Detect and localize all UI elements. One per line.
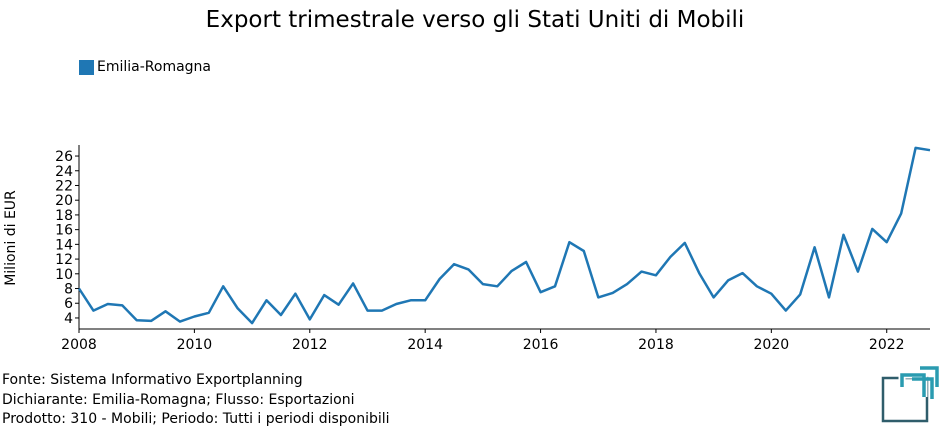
- y-tick-label: 8: [64, 282, 73, 298]
- legend-swatch: [79, 59, 94, 75]
- y-tick-label: 18: [55, 208, 73, 224]
- footer: Fonte: Sistema Informativo Exportplannin…: [2, 371, 390, 430]
- legend: Emilia-Romagna: [79, 59, 211, 75]
- y-tick-label: 22: [55, 178, 73, 194]
- x-tick-label: 2012: [292, 337, 328, 353]
- y-tick-label: 6: [64, 296, 73, 312]
- y-tick-label: 12: [55, 252, 73, 268]
- y-tick-label: 20: [55, 193, 73, 209]
- exportplanning-logo-icon: [881, 366, 939, 423]
- series-line-emilia-romagna: [77, 146, 931, 325]
- footer-source: Fonte: Sistema Informativo Exportplannin…: [2, 372, 303, 388]
- x-tick-label: 2010: [177, 337, 213, 353]
- y-tick-label: 10: [55, 267, 73, 283]
- footer-product: Prodotto: 310 - Mobili; Periodo: Tutti i…: [2, 411, 390, 427]
- x-tick-label: 2014: [407, 337, 443, 353]
- x-tick-label: 2020: [754, 337, 790, 353]
- y-tick-label: 26: [55, 149, 73, 165]
- x-tick-label: 2022: [869, 337, 905, 353]
- x-tick-label: 2016: [523, 337, 559, 353]
- chart-title: Export trimestrale verso gli Stati Uniti…: [205, 7, 745, 33]
- footer-declarant: Dichiarante: Emilia-Romagna; Flusso: Esp…: [2, 391, 355, 408]
- x-tick-label: 2008: [61, 337, 97, 353]
- y-tick-label: 14: [55, 237, 73, 253]
- x-tick-label: 2018: [638, 337, 674, 353]
- y-tick-label: 4: [64, 311, 73, 327]
- y-tick-label: 24: [55, 164, 73, 180]
- y-tick-label: 16: [55, 223, 73, 239]
- legend-label: Emilia-Romagna: [97, 59, 212, 75]
